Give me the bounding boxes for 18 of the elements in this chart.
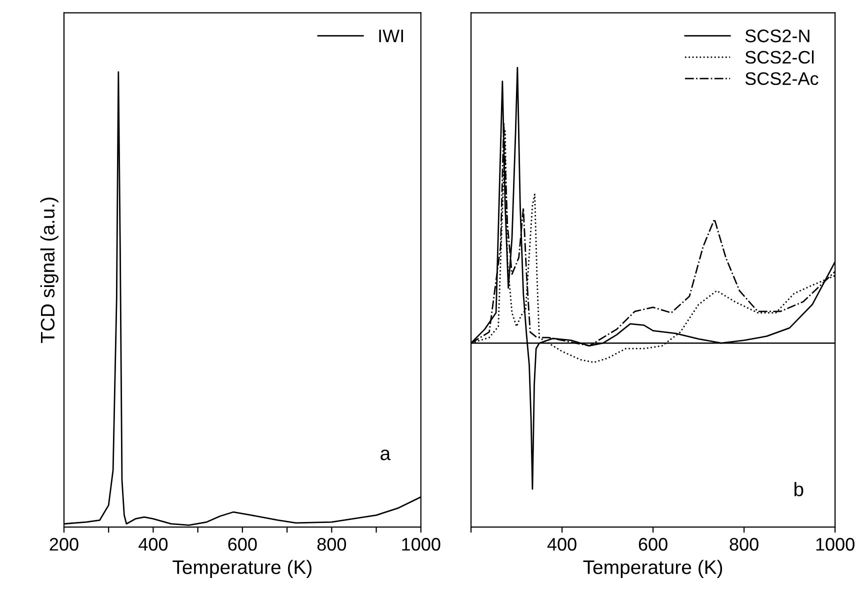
x-tick-label: 800 (730, 538, 758, 551)
x-tick-label: 1000 (816, 538, 854, 551)
x-axis-title: Temperature (K) (583, 560, 722, 578)
x-tick-label: 400 (547, 538, 576, 551)
x-axis-title: Temperature (K) (172, 560, 312, 578)
legend-label: SCS2-Cl (745, 50, 814, 64)
x-tick-label: 200 (50, 538, 78, 551)
legend-label: SCS2-N (745, 30, 810, 42)
legend-label: IWI (379, 30, 403, 42)
annotation: a (380, 450, 391, 460)
x-tick-label: 800 (317, 538, 346, 551)
legend-label: SCS2-Ac (745, 72, 818, 86)
x-tick-label: 400 (138, 538, 168, 551)
x-tick-label: 600 (638, 538, 668, 551)
x-tick-label: 1000 (402, 538, 440, 551)
y-axis-title: TCD signal (a.u.) (40, 198, 58, 343)
annotation: b (794, 482, 804, 496)
x-tick-label: 600 (228, 538, 257, 551)
